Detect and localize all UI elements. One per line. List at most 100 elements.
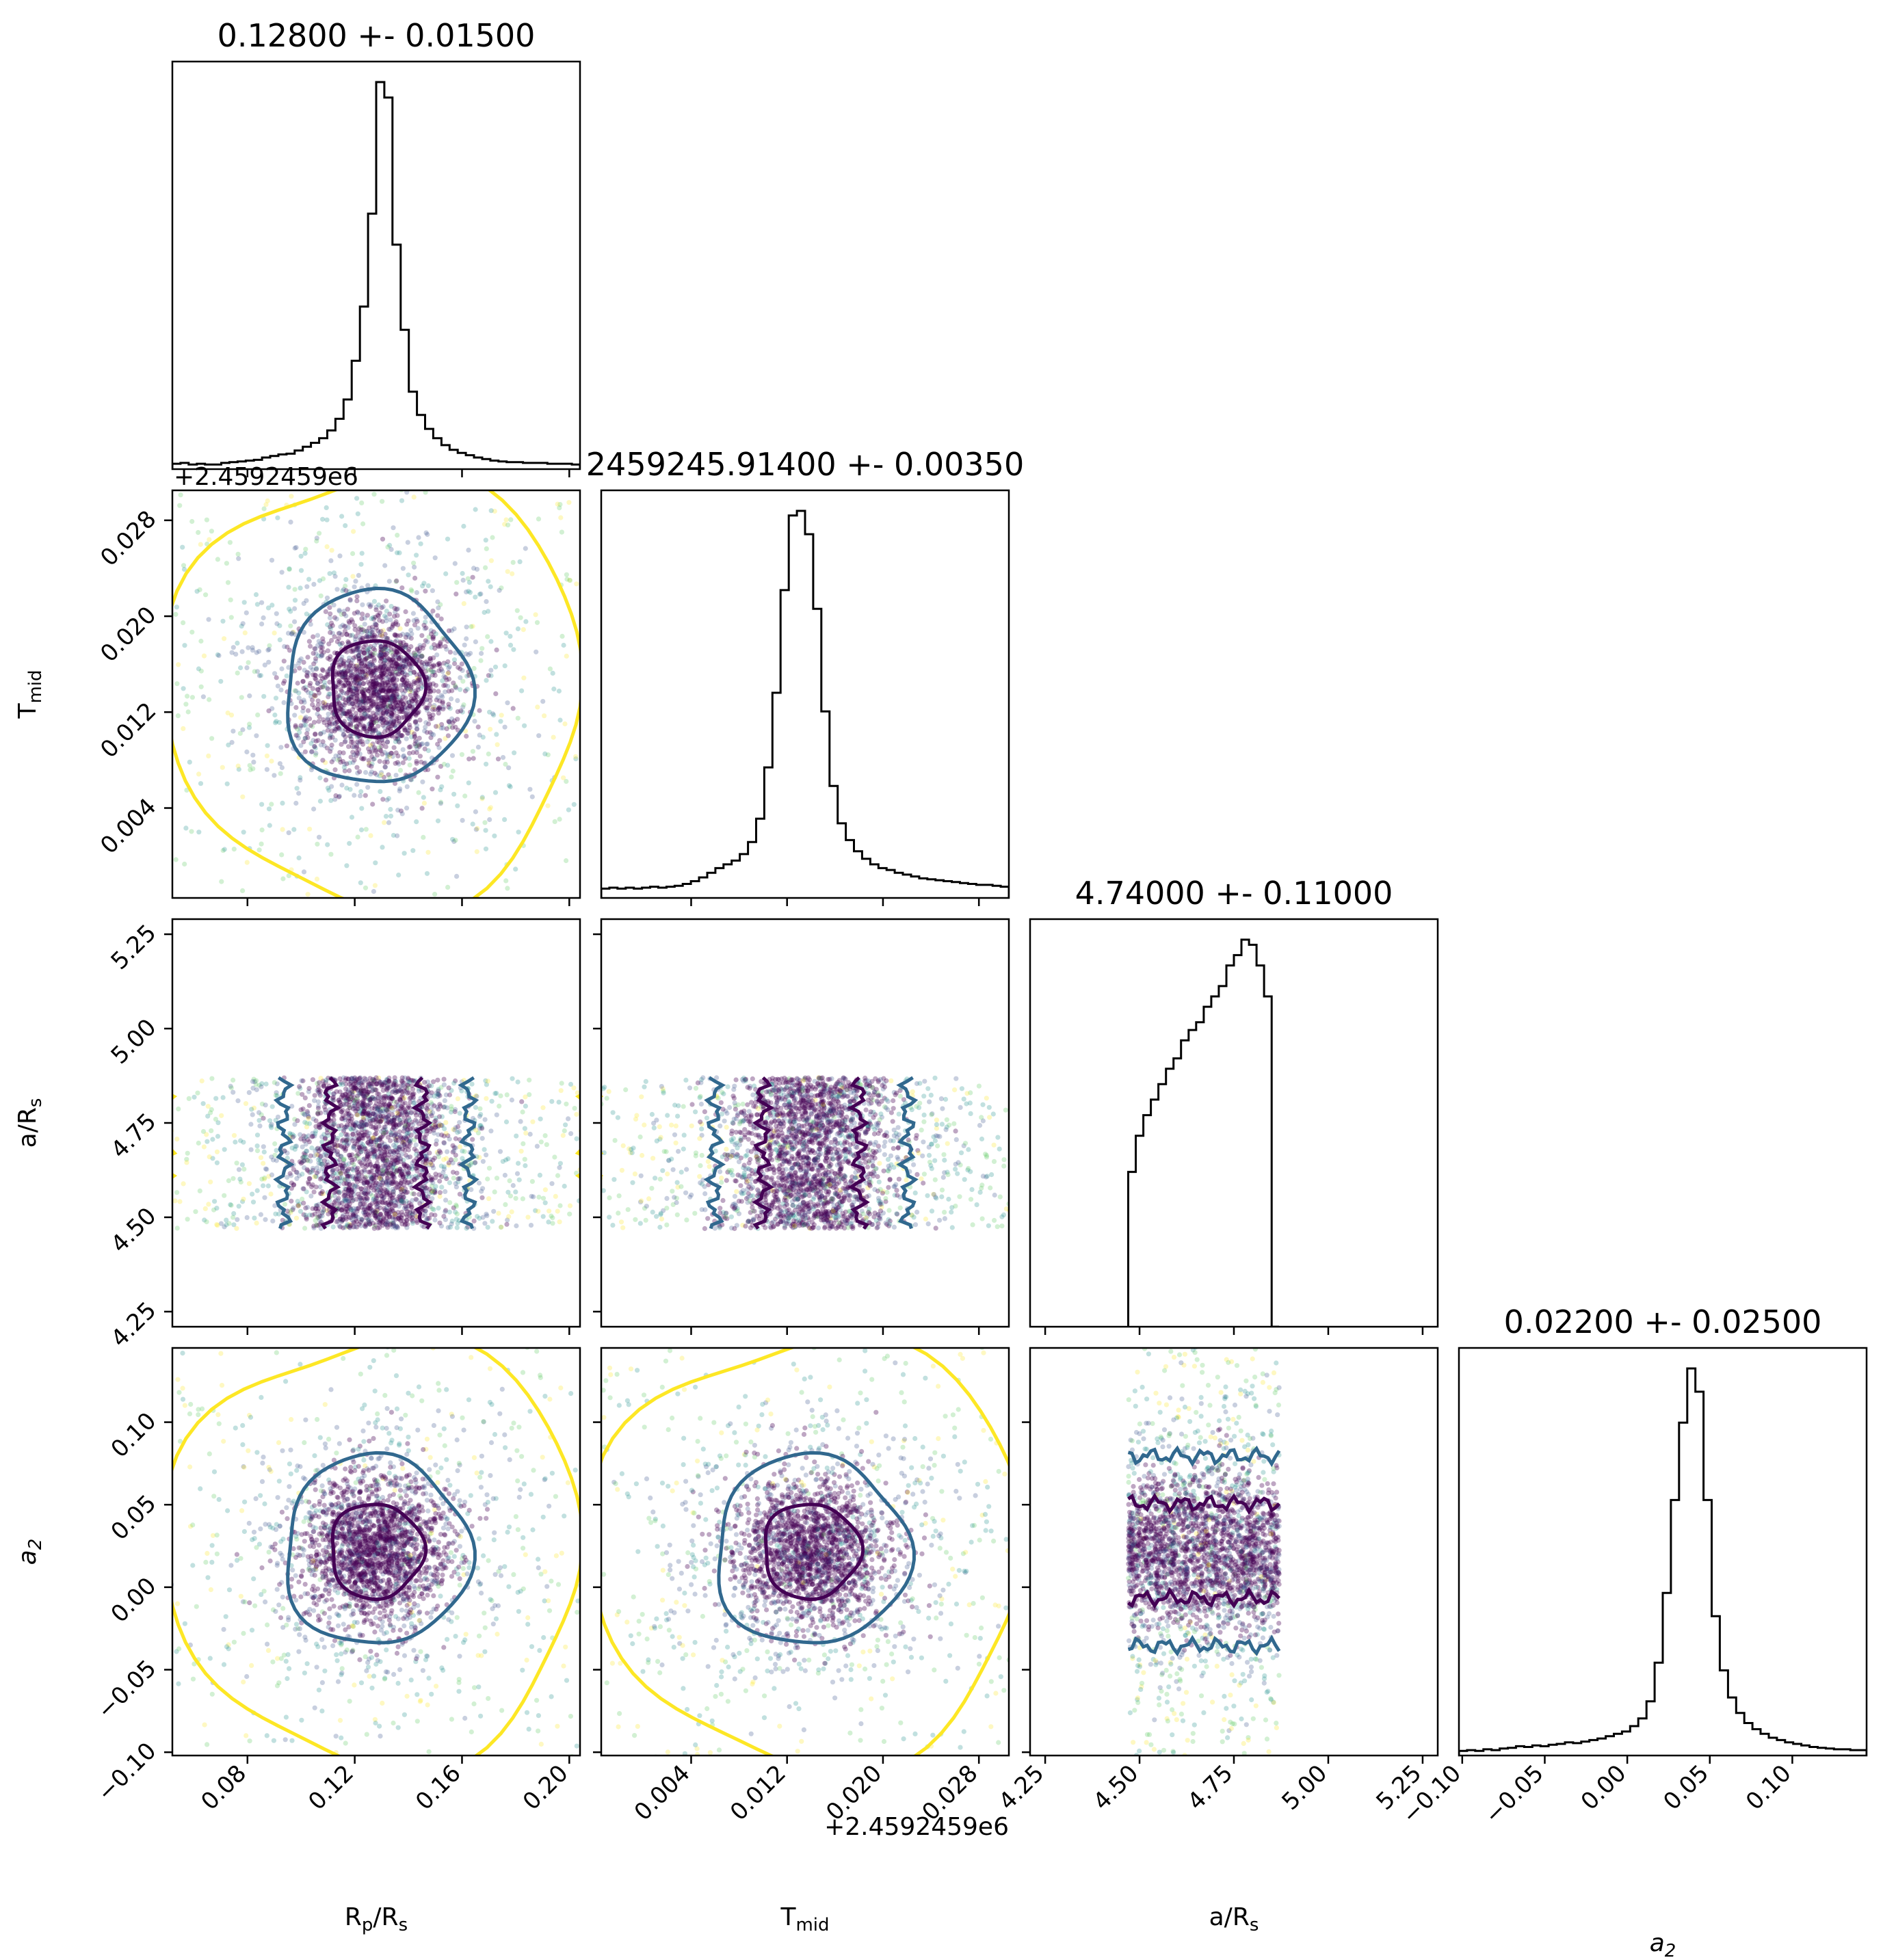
scatter-point <box>315 680 320 686</box>
scatter-point <box>410 1078 415 1083</box>
scatter-point <box>330 734 335 740</box>
scatter-point <box>379 655 385 661</box>
scatter-point <box>361 650 367 656</box>
scatter-point <box>370 682 376 687</box>
scatter-point <box>503 1119 510 1125</box>
scatter-point <box>316 1084 321 1089</box>
scatter-point <box>557 817 562 822</box>
scatter-point <box>267 823 272 828</box>
scatter-point <box>358 1178 364 1184</box>
scatter-point <box>397 767 404 773</box>
scatter-point <box>302 736 308 741</box>
scatter-point <box>470 624 475 629</box>
scatter-point <box>332 721 338 726</box>
scatter-point <box>333 753 339 758</box>
scatter-point <box>373 614 378 620</box>
scatter-point <box>361 692 367 698</box>
scatter-point <box>419 759 424 765</box>
scatter-point <box>315 680 320 687</box>
scatter-point <box>399 708 405 715</box>
scatter-point <box>378 674 383 679</box>
scatter-point <box>382 685 387 691</box>
scatter-point <box>393 682 399 688</box>
scatter-point <box>328 630 333 635</box>
scatter-point <box>292 713 298 718</box>
scatter-point <box>399 715 405 721</box>
scatter-point <box>233 652 239 657</box>
scatter-point <box>521 1141 526 1146</box>
scatter-point <box>398 708 404 714</box>
scatter-point <box>342 739 347 745</box>
scatter-point <box>414 657 420 663</box>
scatter-point <box>334 639 340 644</box>
scatter-point <box>373 747 379 753</box>
scatter-point <box>182 861 187 867</box>
scatter-point <box>389 724 395 729</box>
scatter-point <box>564 1101 569 1107</box>
scatter-point <box>461 702 466 708</box>
scatter-point <box>328 691 333 697</box>
scatter-point <box>523 1130 529 1136</box>
scatter-point <box>503 631 509 636</box>
scatter-point <box>337 631 343 636</box>
scatter-point <box>406 745 412 750</box>
scatter-point <box>387 1196 393 1202</box>
scatter-point <box>388 703 393 708</box>
scatter-point <box>288 623 293 628</box>
scatter-point <box>363 656 369 661</box>
scatter-layer <box>172 490 1282 1756</box>
scatter-point <box>328 654 333 659</box>
scatter-point <box>477 732 482 738</box>
scatter-point <box>347 699 352 704</box>
scatter-point <box>319 667 325 672</box>
scatter-point <box>313 752 319 758</box>
scatter-point <box>368 719 373 725</box>
scatter-point <box>362 707 367 713</box>
scatter-point <box>391 1158 397 1164</box>
scatter-point <box>338 659 343 664</box>
scatter-point <box>336 680 342 685</box>
scatter-point <box>306 1103 312 1109</box>
scatter-point <box>380 1200 385 1205</box>
scatter-point <box>362 651 367 657</box>
scatter-point <box>336 725 341 730</box>
scatter-point <box>427 658 434 663</box>
scatter-point <box>305 708 311 713</box>
scatter-point <box>403 643 408 648</box>
scatter-point <box>261 1149 267 1155</box>
scatter-point <box>409 631 414 637</box>
scatter-point <box>419 653 425 659</box>
scatter-point <box>307 716 313 721</box>
scatter-point <box>414 726 420 732</box>
scatter-point <box>339 670 345 675</box>
scatter-point <box>352 626 358 633</box>
scatter-point <box>396 739 402 745</box>
scatter-point <box>447 719 452 725</box>
scatter-point <box>426 711 432 717</box>
scatter-point <box>566 1116 571 1122</box>
scatter-point <box>395 622 401 628</box>
scatter-point <box>378 789 383 794</box>
scatter-point <box>382 1094 387 1099</box>
scatter-point <box>340 708 345 713</box>
scatter-point <box>567 577 572 583</box>
scatter-point <box>574 1136 579 1141</box>
scatter-point <box>380 703 386 708</box>
scatter-point <box>389 704 394 710</box>
scatter-point <box>486 1196 492 1202</box>
scatter-point <box>418 654 423 659</box>
scatter-point <box>379 632 384 638</box>
scatter-point <box>385 697 391 703</box>
scatter-point <box>374 1171 380 1178</box>
scatter-point <box>381 700 387 705</box>
scatter-point <box>372 691 378 697</box>
scatter-point <box>317 1176 323 1182</box>
scatter-point <box>326 1211 331 1217</box>
scatter-point <box>367 760 372 766</box>
scatter-point <box>424 730 430 735</box>
scatter-point <box>356 653 361 659</box>
scatter-point <box>386 695 392 700</box>
scatter-point <box>379 605 384 611</box>
scatter-point <box>234 1161 239 1166</box>
scatter-point <box>376 690 382 696</box>
